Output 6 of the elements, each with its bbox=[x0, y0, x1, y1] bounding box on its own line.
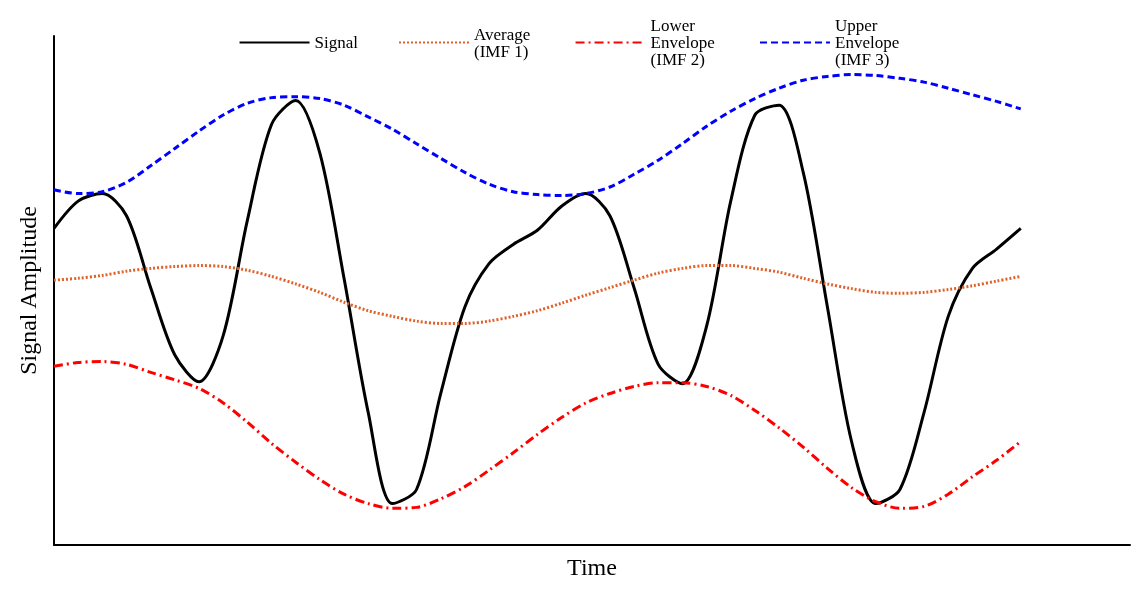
legend-label: Signal bbox=[314, 33, 359, 52]
legend-label: Average (IMF 1) bbox=[473, 24, 535, 61]
y-axis-title: Signal Amplitude bbox=[15, 206, 41, 375]
legend-label: Upper Envelope (IMF 3) bbox=[835, 16, 904, 69]
legend-label: Lower Envelope (IMF 2) bbox=[650, 16, 720, 69]
x-axis-title: Time bbox=[567, 554, 617, 580]
